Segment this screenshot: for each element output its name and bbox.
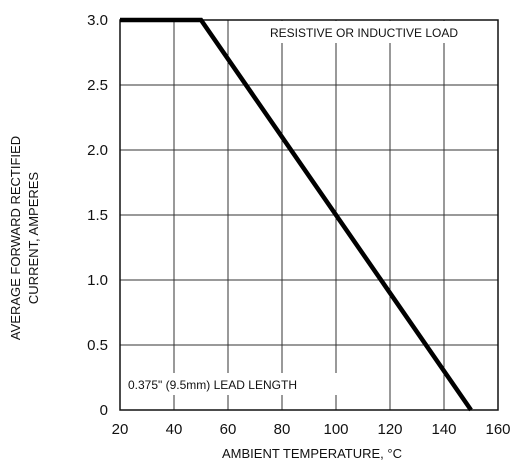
x-tick-label: 120	[377, 421, 402, 438]
annotation-load-type: RESISTIVE OR INDUCTIVE LOAD	[270, 26, 458, 40]
y-tick-label: 2.0	[87, 142, 108, 159]
y-axis-title: AVERAGE FORWARD RECTIFIED CURRENT, AMPER…	[8, 136, 41, 340]
annotation-background-lead	[124, 373, 354, 395]
x-tick-labels: 20 40 60 80 100 120 140 160	[112, 421, 511, 438]
y-tick-labels: 0 0.5 1.0 1.5 2.0 2.5 3.0	[87, 12, 108, 419]
y-axis-title-line-2: CURRENT, AMPERES	[26, 172, 41, 305]
y-tick-label: 2.5	[87, 77, 108, 94]
x-tick-label: 40	[166, 421, 183, 438]
x-tick-label: 140	[431, 421, 456, 438]
y-tick-label: 0	[100, 402, 108, 419]
x-tick-label: 100	[323, 421, 348, 438]
y-axis-title-line-1: AVERAGE FORWARD RECTIFIED	[8, 136, 23, 340]
x-axis-title: AMBIENT TEMPERATURE, °C	[222, 446, 402, 461]
grid	[119, 19, 499, 411]
plot-frame	[119, 19, 499, 411]
derating-curve	[120, 17, 473, 412]
x-tick-label: 20	[112, 421, 129, 438]
series-group	[120, 17, 473, 412]
y-tick-label: 3.0	[87, 12, 108, 29]
x-tick-label: 160	[485, 421, 510, 438]
y-tick-label: 1.5	[87, 207, 108, 224]
annotation-background-load	[236, 21, 492, 43]
x-tick-label: 60	[220, 421, 237, 438]
y-tick-label: 1.0	[87, 272, 108, 289]
y-tick-label: 0.5	[87, 337, 108, 354]
x-tick-label: 80	[274, 421, 291, 438]
annotation-lead-length: 0.375" (9.5mm) LEAD LENGTH	[128, 378, 297, 392]
